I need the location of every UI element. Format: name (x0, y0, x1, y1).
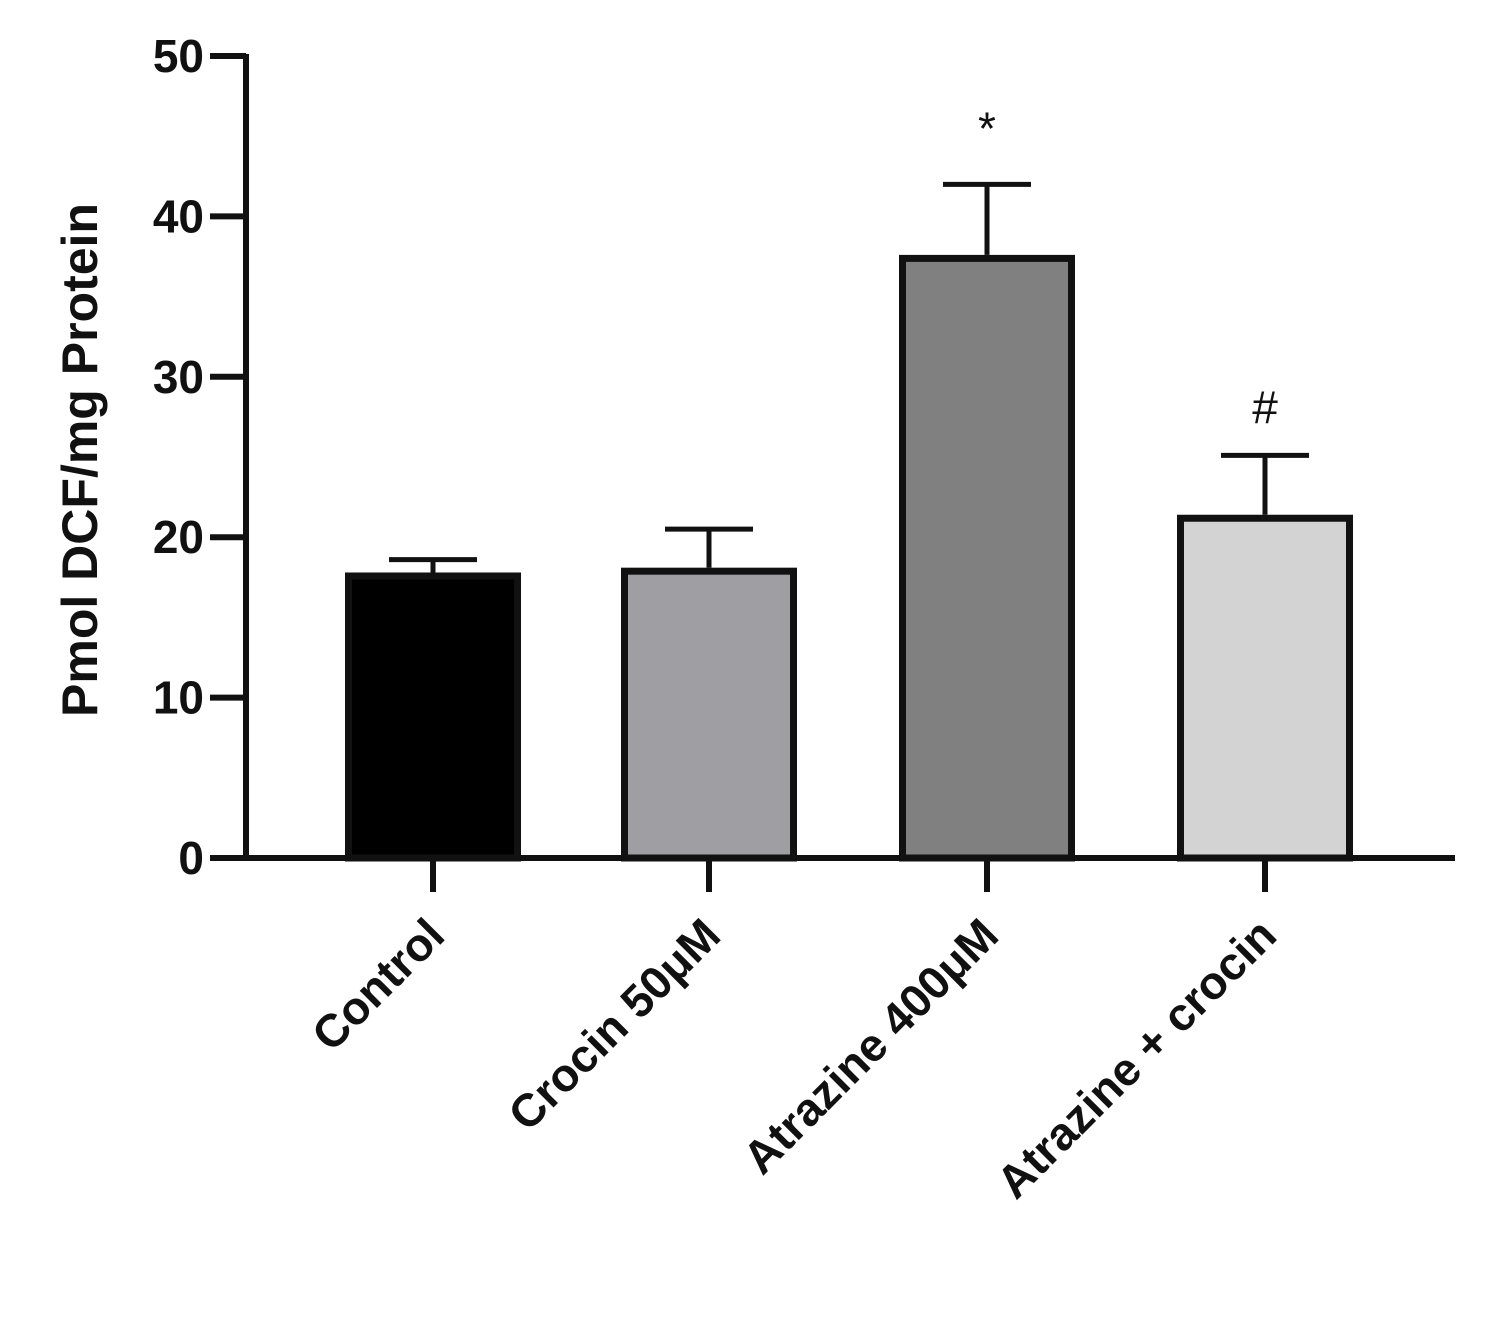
y-tick-label: 40 (153, 190, 204, 242)
y-axis: 0 10 20 30 40 50 (153, 30, 249, 884)
x-tick-label: Control (302, 908, 454, 1060)
y-tick-label: 20 (153, 511, 204, 563)
y-tick-label: 10 (153, 672, 204, 724)
x-tick-label: Atrazine + crocin (986, 908, 1286, 1208)
bar (345, 572, 521, 862)
x-axis: Control Crocin 50μM Atrazine 400μMAtrazine… (243, 855, 1455, 1208)
bar (899, 254, 1075, 862)
y-tick-label: 50 (153, 30, 204, 82)
bar (621, 567, 797, 862)
x-tick-label: Crocin 50μM (498, 908, 730, 1140)
y-tick-label: 0 (178, 832, 204, 884)
y-tick-label: 30 (153, 351, 204, 403)
y-axis-title: Pmol DCF/mg Protein (52, 203, 108, 717)
bar (1177, 514, 1353, 862)
significance-marker: # (1252, 381, 1278, 433)
x-tick-label: Atrazine 400μM (733, 908, 1008, 1183)
significance-marker: * (978, 102, 996, 154)
bars: *# (345, 102, 1353, 862)
